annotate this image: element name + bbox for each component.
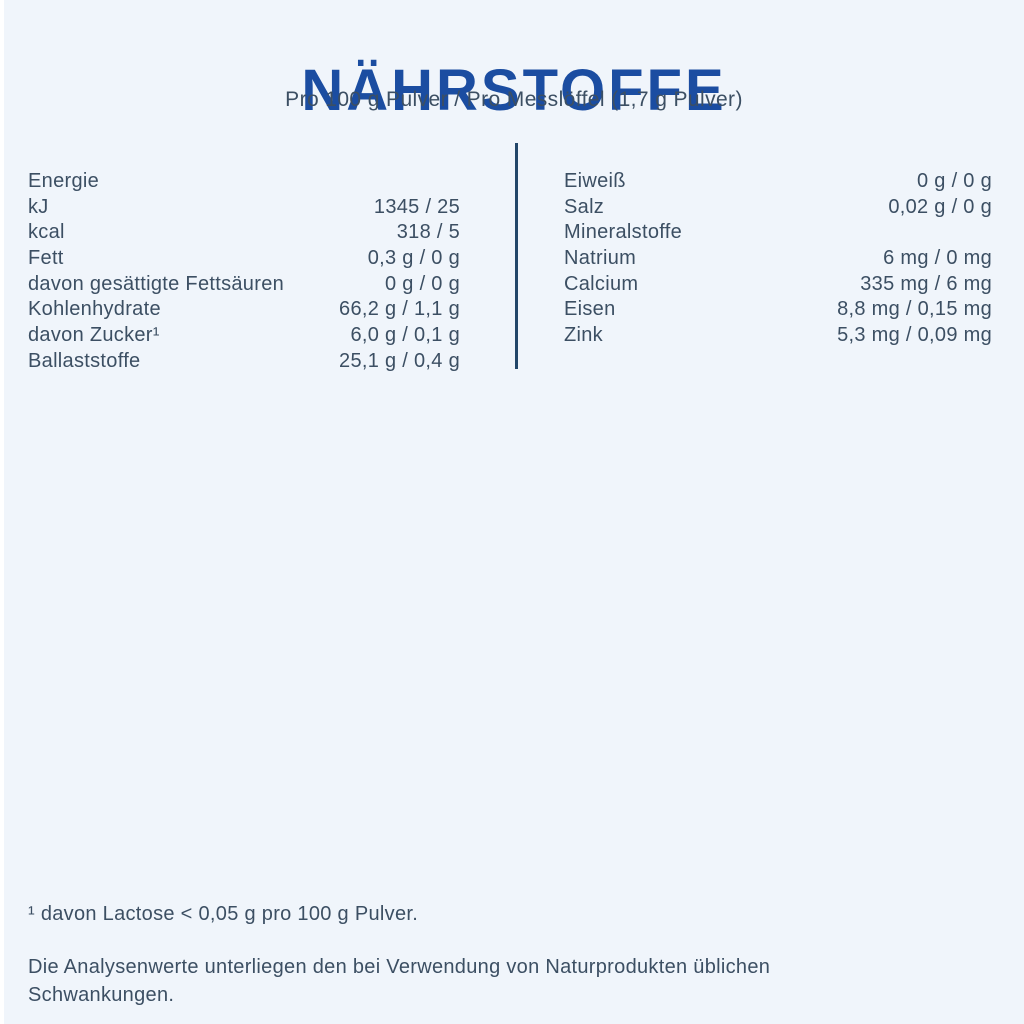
nutrient-label: Ballaststoffe <box>28 349 141 372</box>
footnote-lactose: ¹ davon Lactose < 0,05 g pro 100 g Pulve… <box>28 903 419 925</box>
nutrient-value: 66,2 g / 1,1 g <box>339 298 460 321</box>
nutrient-label: Natrium <box>564 247 637 270</box>
table-row: Mineralstoffe <box>564 221 992 247</box>
nutrient-value: 0 g / 0 g <box>385 272 460 295</box>
nutrient-value: 0 g / 0 g <box>917 170 992 192</box>
nutrients-right-column: Eiweiß 0 g / 0 g Salz 0,02 g / 0 g Miner… <box>564 170 992 350</box>
nutrient-value: 318 / 5 <box>396 221 460 244</box>
nutrient-label: Energie <box>28 170 100 192</box>
nutrient-value: 335 mg / 6 mg <box>860 272 992 295</box>
table-row: davon Zucker¹ 6,0 g / 0,1 g <box>28 324 460 350</box>
nutrient-label: kcal <box>28 221 65 244</box>
nutrient-label: kJ <box>28 195 49 218</box>
nutrient-label: davon Zucker¹ <box>28 324 160 347</box>
nutrition-facts-panel: NÄHRSTOFFE Pro 100 g Pulver / Pro Messlö… <box>4 0 1024 1024</box>
nutrient-label: Zink <box>564 324 603 347</box>
table-row: kJ 1345 / 25 <box>28 196 460 222</box>
nutrient-value: 0,02 g / 0 g <box>888 195 992 218</box>
nutrient-label: Eisen <box>564 298 616 321</box>
nutrient-label: Fett <box>28 247 64 270</box>
table-row: Calcium 335 mg / 6 mg <box>564 273 992 299</box>
nutrient-value: 25,1 g / 0,4 g <box>339 349 460 372</box>
table-row: Ballaststoffe 25,1 g / 0,4 g <box>28 350 460 376</box>
nutrient-label: Mineralstoffe <box>564 221 683 244</box>
nutrient-value: 0,3 g / 0 g <box>367 247 460 270</box>
nutrient-label: Kohlenhydrate <box>28 298 161 321</box>
nutrient-label: Salz <box>564 195 605 218</box>
nutrient-value: 1345 / 25 <box>373 195 460 218</box>
nutrient-label: davon gesättigte Fettsäuren <box>28 272 285 295</box>
nutrient-label: Calcium <box>564 272 639 295</box>
table-row: Energie <box>28 170 460 196</box>
nutrients-left-column: Energie kJ 1345 / 25 kcal 318 / 5 Fett 0… <box>28 170 460 376</box>
table-row: Eisen 8,8 mg / 0,15 mg <box>564 298 992 324</box>
table-row: davon gesättigte Fettsäuren 0 g / 0 g <box>28 273 460 299</box>
nutrient-value: 5,3 mg / 0,09 mg <box>837 324 992 347</box>
table-row: Natrium 6 mg / 0 mg <box>564 247 992 273</box>
table-row: Kohlenhydrate 66,2 g / 1,1 g <box>28 298 460 324</box>
table-row: Fett 0,3 g / 0 g <box>28 247 460 273</box>
table-row: kcal 318 / 5 <box>28 221 460 247</box>
nutrient-label: Eiweiß <box>564 170 626 192</box>
table-row: Salz 0,02 g / 0 g <box>564 196 992 222</box>
table-row: Zink 5,3 mg / 0,09 mg <box>564 324 992 350</box>
table-row: Eiweiß 0 g / 0 g <box>564 170 992 196</box>
nutrient-value: 6,0 g / 0,1 g <box>350 324 460 347</box>
nutrient-value: 8,8 mg / 0,15 mg <box>837 298 992 321</box>
page-title: NÄHRSTOFFE <box>301 57 727 123</box>
serving-subtitle: Pro 100 g Pulver / Pro Messlöffel (1,7 g… <box>285 88 743 111</box>
footnote-analysis: Die Analysenwerte unterliegen den bei Ve… <box>28 956 771 1006</box>
nutrient-value: 6 mg / 0 mg <box>883 247 992 270</box>
column-divider <box>515 143 518 369</box>
